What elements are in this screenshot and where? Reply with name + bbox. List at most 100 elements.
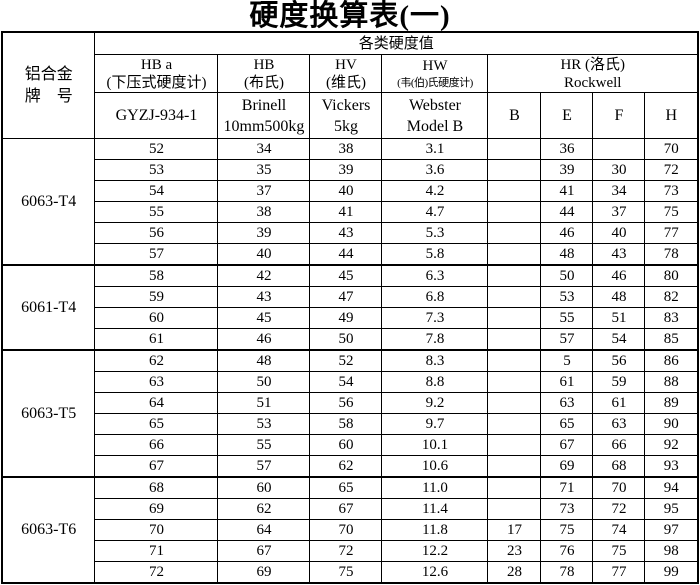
table-row: 69 62 67 11.4 73 72 95	[2, 498, 699, 520]
value-cell: 47	[309, 286, 383, 308]
value-cell: 70	[94, 519, 219, 541]
value-cell: 54	[592, 328, 646, 351]
value-cell: 53	[94, 159, 219, 181]
value-cell: 71	[94, 540, 219, 562]
value-cell	[487, 476, 542, 499]
alloy-header-line2: 牌 号	[24, 87, 73, 105]
value-cell: 61	[94, 328, 219, 351]
value-cell: 70	[644, 138, 699, 160]
value-cell: 65	[94, 413, 219, 435]
value-cell	[487, 371, 542, 393]
value-cell	[487, 413, 542, 435]
value-cell: 7.3	[381, 307, 489, 329]
col-header-hb: HB (布氏)	[217, 54, 311, 93]
value-cell: 82	[644, 286, 699, 308]
value-cell: 3.1	[381, 138, 489, 160]
table-row: 6063-T4 52 34 38 3.1 36 70	[1, 138, 699, 266]
value-cell: 93	[644, 455, 699, 478]
value-cell: 49	[309, 307, 383, 329]
value-cell: 59	[592, 371, 646, 393]
value-cell: 50	[309, 328, 383, 351]
alloy-group: 6063-T6 68 60 65 11.0 71 70 94 69 62 67 11.4 73 72 95 7…	[1, 476, 699, 584]
value-cell: 61	[592, 392, 646, 414]
value-cell: 46	[540, 222, 594, 244]
value-cell: 73	[644, 180, 699, 202]
value-cell	[487, 307, 542, 329]
spec-hw: Webster Model B	[381, 92, 489, 139]
value-cell	[487, 243, 542, 266]
table-row: 61 46 50 7.8 57 54 85	[2, 328, 699, 351]
value-cell: 59	[94, 286, 219, 308]
value-cell: 64	[217, 519, 311, 541]
value-cell: 10.1	[381, 434, 489, 456]
table-row: 67 57 62 10.6 69 68 93	[2, 455, 699, 478]
col-header-hr-f: F	[592, 92, 646, 139]
value-cell: 72	[94, 561, 219, 584]
value-cell: 6.8	[381, 286, 489, 308]
value-cell	[487, 159, 542, 181]
value-cell: 89	[644, 392, 699, 414]
value-cell: 75	[592, 540, 646, 562]
alloy-group: 6063-T5 62 48 52 8.3 5 56 86 63 50 54 8.8 61 59 88 64 51…	[1, 349, 699, 478]
value-cell: 43	[592, 243, 646, 266]
table-row: 72 69 75 12.6 28 78 77 99	[2, 561, 699, 584]
value-cell: 56	[592, 349, 646, 372]
col-header-hr-h: H	[644, 92, 699, 139]
value-cell: 11.4	[381, 498, 489, 520]
value-cell: 63	[94, 371, 219, 393]
value-cell: 75	[309, 561, 383, 584]
table-row: 57 40 44 5.8 48 43 78	[2, 243, 699, 266]
value-cell	[487, 201, 542, 223]
value-cell: 70	[309, 519, 383, 541]
value-cell: 55	[540, 307, 594, 329]
value-cell: 75	[540, 519, 594, 541]
value-cell: 55	[217, 434, 311, 456]
value-cell: 44	[309, 243, 383, 266]
spec-hba: GYZJ-934-1	[94, 92, 219, 139]
value-cell: 45	[309, 264, 383, 287]
value-cell: 58	[94, 264, 219, 287]
value-cell: 54	[309, 371, 383, 393]
value-cell: 75	[644, 201, 699, 223]
value-cell: 40	[592, 222, 646, 244]
value-cell: 42	[217, 264, 311, 287]
value-cell: 10.6	[381, 455, 489, 478]
value-cell: 51	[592, 307, 646, 329]
value-cell: 5.8	[381, 243, 489, 266]
value-cell: 34	[217, 138, 311, 160]
alloy-column-header: 铝合金 牌 号	[1, 31, 96, 139]
value-cell: 55	[94, 201, 219, 223]
value-cell: 67	[309, 498, 383, 520]
value-cell: 72	[309, 540, 383, 562]
value-cell: 34	[592, 180, 646, 202]
value-cell: 65	[540, 413, 594, 435]
value-cell: 28	[487, 561, 542, 584]
spec-hb: Brinell 10mm500kg	[217, 92, 311, 139]
value-cell	[487, 222, 542, 244]
table-row: 6063-T5 62 48 52 8.3 5 56 86	[1, 349, 699, 478]
value-cell: 97	[644, 519, 699, 541]
table-row: 63 50 54 8.8 61 59 88	[2, 371, 699, 393]
hardness-table: 铝合金 牌 号 各类硬度值 HB a (下压式硬度计) HB (布氏) HV (…	[0, 31, 699, 584]
value-cell: 39	[309, 159, 383, 181]
table-row: 55 38 41 4.7 44 37 75	[2, 201, 699, 223]
value-cell: 77	[644, 222, 699, 244]
value-cell: 48	[592, 286, 646, 308]
value-cell: 62	[309, 455, 383, 478]
value-cell: 98	[644, 540, 699, 562]
value-cell: 85	[644, 328, 699, 351]
value-cell: 53	[217, 413, 311, 435]
spec-hv: Vickers 5kg	[309, 92, 383, 139]
alloy-cell: 6063-T4	[1, 138, 96, 266]
value-cell: 48	[540, 243, 594, 266]
value-cell: 69	[217, 561, 311, 584]
alloy-group: 6063-T4 52 34 38 3.1 36 70 53 35 39 3.6 39 30 72 54 37 4…	[1, 138, 699, 266]
value-cell: 78	[644, 243, 699, 266]
table-row: 54 37 40 4.2 41 34 73	[2, 180, 699, 202]
value-cell: 40	[309, 180, 383, 202]
value-cell: 63	[592, 413, 646, 435]
value-cell: 39	[217, 222, 311, 244]
value-cell: 68	[592, 455, 646, 478]
value-cell: 17	[487, 519, 542, 541]
